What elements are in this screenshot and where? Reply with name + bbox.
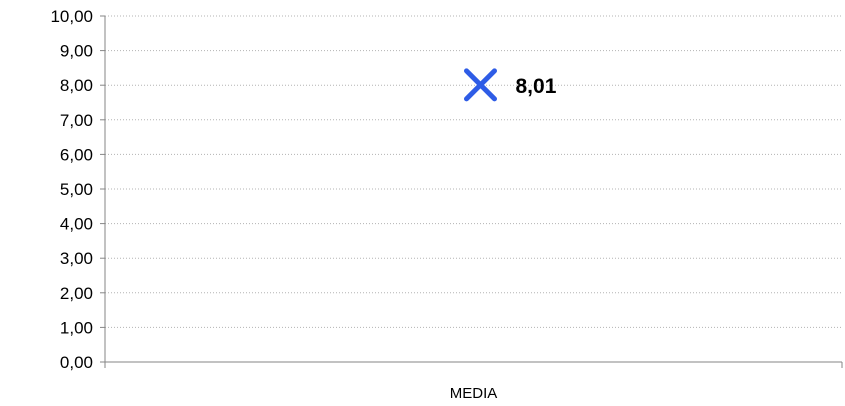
y-tick-label: 4,00 xyxy=(60,215,93,234)
marker-stroke xyxy=(464,68,497,102)
data-points: 8,01 xyxy=(464,68,557,102)
y-tick-label: 6,00 xyxy=(60,145,93,164)
data-label: 8,01 xyxy=(516,75,557,98)
y-tick-label: 9,00 xyxy=(60,42,93,61)
y-tick-label: 7,00 xyxy=(60,111,93,130)
x-category-label: MEDIA xyxy=(450,385,498,402)
y-tick-label: 1,00 xyxy=(60,318,93,337)
y-tick-label: 8,00 xyxy=(60,76,93,95)
y-tick-label: 0,00 xyxy=(60,353,93,372)
data-point-marker xyxy=(464,68,497,102)
x-axis-category-labels: MEDIA xyxy=(450,385,498,402)
axes xyxy=(100,15,843,368)
y-tick-label: 2,00 xyxy=(60,284,93,303)
y-axis-tick-labels: 0,00 1,00 2,00 3,00 4,00 5,00 6,00 7,00 8,00 9,00… xyxy=(50,7,93,372)
y-tick-label: 3,00 xyxy=(60,249,93,268)
y-tick-label: 5,00 xyxy=(60,180,93,199)
y-tick-label: 10,00 xyxy=(50,7,93,26)
gridlines xyxy=(105,15,842,328)
